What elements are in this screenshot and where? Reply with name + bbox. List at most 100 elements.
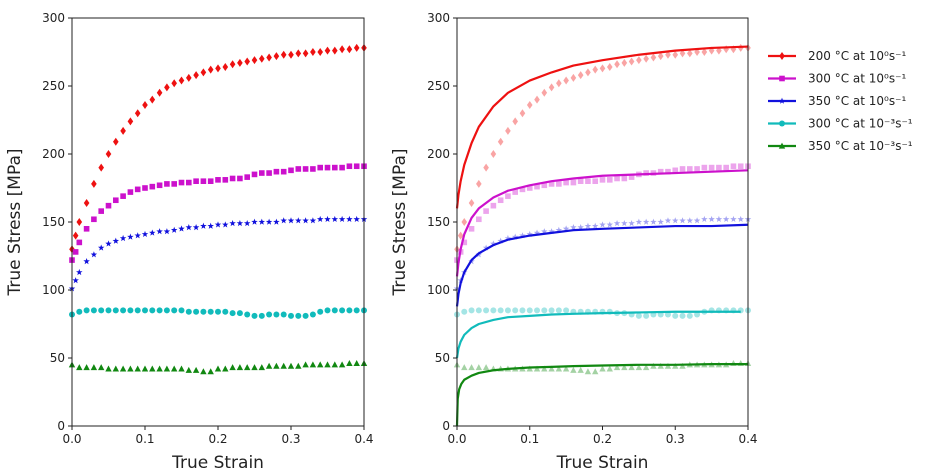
data-point: [244, 311, 251, 318]
data-point: [258, 218, 266, 225]
data-point: [127, 117, 134, 126]
x-tick-label: 0.2: [593, 432, 612, 446]
data-point: [563, 307, 570, 314]
data-point: [457, 231, 464, 240]
data-point: [339, 45, 345, 54]
data-point: [672, 50, 679, 59]
data-point: [317, 361, 324, 368]
data-point: [214, 221, 222, 228]
data-point: [570, 179, 577, 186]
data-point: [200, 222, 207, 229]
data-point: [200, 308, 207, 315]
right-x-axis-label: True Strain: [556, 453, 649, 473]
data-point: [468, 226, 475, 232]
data-point: [490, 150, 497, 158]
data-point: [339, 164, 345, 171]
data-point: [156, 228, 163, 235]
data-point: [562, 225, 570, 232]
legend-label: 300 °C at 10⁰s⁻¹: [808, 72, 906, 86]
data-point: [331, 307, 338, 314]
data-point: [120, 193, 126, 199]
data-point: [577, 366, 584, 373]
data-point: [185, 308, 192, 315]
data-point: [722, 215, 730, 223]
data-point: [526, 101, 533, 110]
y-tick-label: 200: [427, 147, 450, 161]
data-point: [170, 226, 178, 233]
legend-label: 350 °C at 10⁰s⁻¹: [808, 94, 906, 108]
data-point: [505, 193, 511, 199]
data-point: [207, 178, 214, 184]
data-point: [295, 49, 302, 58]
data-point: [105, 240, 112, 247]
data-point: [164, 181, 170, 187]
data-point: [192, 224, 200, 231]
data-point: [635, 364, 643, 371]
data-point: [723, 164, 729, 171]
data-point: [244, 174, 250, 180]
data-point: [693, 217, 701, 224]
data-point: [562, 365, 570, 372]
data-point: [672, 312, 679, 319]
y-tick-label: 50: [50, 351, 65, 365]
data-point: [650, 218, 657, 225]
data-point: [91, 179, 97, 188]
data-point: [215, 177, 221, 183]
data-point: [156, 88, 163, 97]
data-point: [548, 307, 555, 314]
data-point: [302, 217, 309, 224]
data-point: [548, 228, 555, 235]
left-panel: 0 50 100 150 200 250 300 0.0 0.1 0.2 0.3 0.4 True …: [5, 11, 374, 473]
data-point: [83, 307, 90, 314]
data-point: [708, 215, 715, 223]
data-point: [657, 218, 664, 225]
y-tick-label: 150: [42, 215, 65, 229]
data-point: [192, 366, 200, 373]
data-point: [338, 361, 346, 368]
data-point: [686, 217, 694, 224]
data-point: [606, 221, 614, 228]
data-point: [178, 307, 185, 314]
data-point: [280, 362, 287, 369]
data-point: [339, 307, 346, 314]
data-point: [98, 163, 104, 172]
data-point: [266, 53, 272, 62]
data-point: [483, 208, 489, 214]
data-point: [621, 175, 628, 182]
data-point: [613, 219, 621, 227]
data-point: [310, 48, 316, 56]
data-point: [149, 365, 156, 372]
model-curve: [455, 310, 741, 359]
data-point: [243, 219, 251, 227]
data-point: [178, 179, 185, 186]
data-point: [98, 208, 104, 214]
data-point: [475, 364, 483, 371]
data-point: [309, 311, 316, 318]
data-point: [526, 185, 533, 191]
data-point: [737, 215, 744, 223]
data-point: [628, 219, 635, 227]
data-point: [149, 95, 156, 104]
y-tick-label: 100: [42, 283, 65, 297]
data-point: [295, 217, 302, 224]
data-point: [134, 186, 141, 193]
data-point: [548, 365, 555, 372]
data-point: [302, 361, 309, 368]
y-tick-label: 100: [427, 283, 450, 297]
data-point: [483, 163, 489, 172]
data-point: [694, 166, 700, 172]
data-point: [526, 307, 533, 314]
data-point: [215, 308, 221, 315]
data-point: [72, 277, 79, 284]
data-point: [134, 232, 141, 239]
data-point: [461, 239, 468, 246]
data-point: [614, 60, 620, 69]
left-y-axis-label: True Stress [MPa]: [5, 149, 25, 297]
right-panel: 0 50 100 150 200 250 300 0.0 0.1 0.2 0.3 0.4 True …: [390, 11, 758, 473]
data-point: [708, 164, 715, 171]
data-point: [186, 73, 192, 82]
data-point: [324, 361, 331, 368]
data-point: [105, 365, 112, 372]
data-point: [701, 48, 708, 56]
data-point: [541, 307, 548, 314]
